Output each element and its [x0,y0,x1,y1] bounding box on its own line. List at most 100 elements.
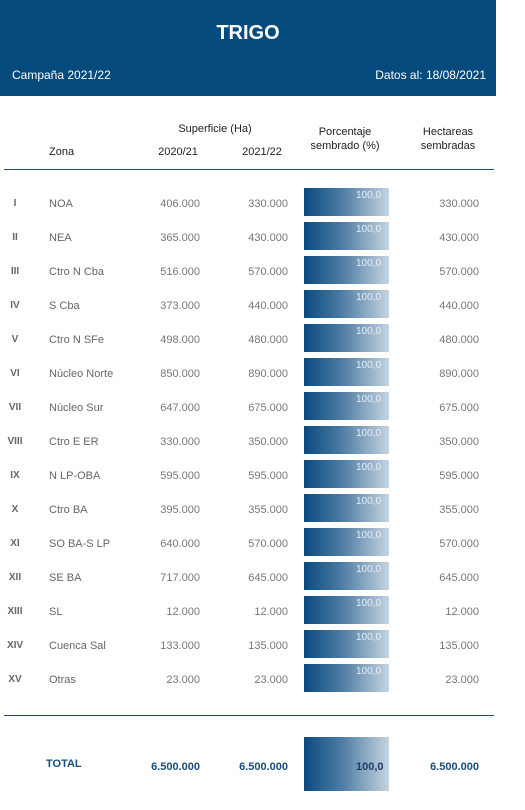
title-banner: TRIGO Campaña 2021/22 Datos al: 18/08/20… [0,0,496,96]
porcentaje-header-line1: Porcentaje [318,126,372,138]
zone-name: NEA [49,232,72,244]
area-2021: 330.000 [248,198,288,210]
total-divider [4,715,494,716]
percent-sown: 100,0 [356,666,382,677]
zone-number: IV [10,300,20,311]
table-row: XV Otras 23.000 23.000 100,0 23.000 [0,662,496,696]
percent-bar [304,256,389,284]
area-2020: 373.000 [160,300,200,312]
table-row: II NEA 365.000 430.000 100,0 430.000 [0,220,496,254]
area-2021: 135.000 [248,640,288,652]
table-row: I NOA 406.000 330.000 100,0 330.000 [0,186,496,220]
hectares-sown: 12.000 [445,606,479,618]
percent-sown: 100,0 [356,394,382,405]
hectares-sown: 595.000 [439,470,479,482]
zone-name: S Cba [49,300,80,312]
zone-number: XI [10,538,20,549]
total-row: TOTAL 6.500.000 6.500.000 100,0 6.500.00… [0,737,496,791]
area-2021: 675.000 [248,402,288,414]
zone-name: N LP-OBA [49,470,101,482]
area-2021: 23.000 [254,674,288,686]
percent-sown: 100,0 [356,632,382,643]
hectares-sown: 355.000 [439,504,479,516]
area-2020: 516.000 [160,266,200,278]
percent-bar [304,188,389,216]
table-row: IX N LP-OBA 595.000 595.000 100,0 595.000 [0,458,496,492]
zone-number: IX [10,470,20,481]
superficie-header: Superficie (Ha) [178,123,252,135]
hectares-sown: 430.000 [439,232,479,244]
area-2021: 440.000 [248,300,288,312]
zone-name: Ctro N SFe [49,334,105,346]
percent-bar [304,324,389,352]
zone-name: Núcleo Sur [49,402,104,414]
percent-bar [304,290,389,318]
hectareas-header-line2: sembradas [420,140,476,152]
porcentaje-header-line2: sembrado (%) [310,140,380,152]
percent-sown: 100,0 [356,224,382,235]
year-2021-header: 2021/22 [242,146,282,158]
hectares-sown: 480.000 [439,334,479,346]
zone-name: SE BA [49,572,82,584]
header-divider [4,169,494,170]
percent-sown: 100,0 [356,258,382,269]
zona-header: Zona [49,146,75,158]
table-row: VI Núcleo Norte 850.000 890.000 100,0 890.000 [0,356,496,390]
percent-sown: 100,0 [356,530,382,541]
area-2021: 890.000 [248,368,288,380]
area-2021: 350.000 [248,436,288,448]
total-percent-bar [304,737,389,791]
percent-sown: 100,0 [356,190,382,201]
zone-name: Cuenca Sal [49,640,106,652]
hectares-sown: 890.000 [439,368,479,380]
area-2020: 717.000 [160,572,200,584]
area-2020: 406.000 [160,198,200,210]
total-2021: 6.500.000 [239,761,288,773]
area-2021: 595.000 [248,470,288,482]
hectares-sown: 675.000 [439,402,479,414]
hectares-sown: 570.000 [439,266,479,278]
zone-name: Núcleo Norte [49,368,114,380]
percent-bar [304,630,389,658]
table-row: X Ctro BA 395.000 355.000 100,0 355.000 [0,492,496,526]
zone-number: V [11,334,19,345]
table-row: III Ctro N Cba 516.000 570.000 100,0 570.000 [0,254,496,288]
area-2020: 23.000 [166,674,200,686]
hectares-sown: 330.000 [439,198,479,210]
porcentaje-header: Porcentaje sembrado (%) [300,125,390,153]
zone-number: III [10,266,20,277]
percent-bar [304,392,389,420]
zone-number: X [11,504,19,515]
area-2020: 330.000 [160,436,200,448]
table-row: V Ctro N SFe 498.000 480.000 100,0 480.000 [0,322,496,356]
table-row: XI SO BA-S LP 640.000 570.000 100,0 570.000 [0,526,496,560]
zone-number: II [12,232,18,243]
table-row: VIII Ctro E ER 330.000 350.000 100,0 350.000 [0,424,496,458]
percent-sown: 100,0 [356,428,382,439]
percent-sown: 100,0 [356,496,382,507]
year-2020-header: 2020/21 [158,146,198,158]
total-label: TOTAL [46,758,82,770]
percent-sown: 100,0 [356,326,382,337]
percent-bar [304,596,389,624]
zone-name: Ctro E ER [49,436,99,448]
percent-bar [304,528,389,556]
area-2021: 480.000 [248,334,288,346]
table-row: XIII SL 12.000 12.000 100,0 12.000 [0,594,496,628]
area-2021: 645.000 [248,572,288,584]
zone-number: XIII [7,606,23,617]
total-percent: 100,0 [356,761,384,773]
hectares-sown: 23.000 [445,674,479,686]
area-2020: 850.000 [160,368,200,380]
percent-sown: 100,0 [356,598,382,609]
zone-number: VIII [7,436,23,447]
area-2021: 570.000 [248,538,288,550]
total-2020: 6.500.000 [151,761,200,773]
percent-sown: 100,0 [356,292,382,303]
zone-number: XII [8,572,22,583]
zone-name: Ctro BA [49,504,88,516]
percent-sown: 100,0 [356,564,382,575]
percent-bar [304,562,389,590]
zone-name: NOA [49,198,73,210]
zone-name: SO BA-S LP [49,538,111,550]
